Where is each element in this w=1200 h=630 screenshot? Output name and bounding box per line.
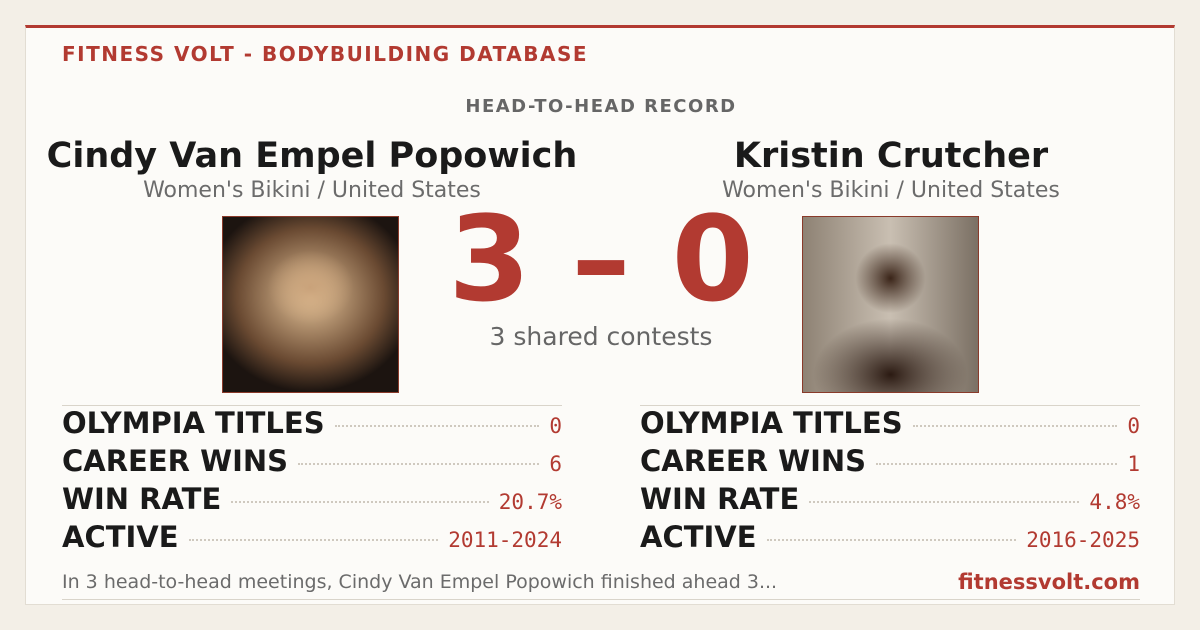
stat-label: CAREER WINS <box>62 444 289 478</box>
footer: In 3 head-to-head meetings, Cindy Van Em… <box>62 564 1140 600</box>
stat-value: 0 <box>1127 414 1140 438</box>
stat-row: CAREER WINS 6 <box>62 444 562 482</box>
stat-row: CAREER WINS 1 <box>640 444 1140 482</box>
stat-value: 4.8% <box>1089 490 1140 514</box>
stat-row: WIN RATE 20.7% <box>62 482 562 520</box>
leader-dots <box>231 501 489 503</box>
stat-value: 2011-2024 <box>448 528 562 552</box>
athlete-photo <box>802 216 979 393</box>
stat-value: 0 <box>549 414 562 438</box>
stat-label: CAREER WINS <box>640 444 867 478</box>
stat-row: ACTIVE 2011-2024 <box>62 520 562 558</box>
leader-dots <box>334 425 540 427</box>
site-link[interactable]: fitnessvolt.com <box>958 569 1140 594</box>
card: FITNESS VOLT - BODYBUILDING DATABASE HEA… <box>25 25 1175 605</box>
athlete-photo <box>222 216 399 393</box>
score: 3 – 0 <box>448 190 754 328</box>
stats-table: OLYMPIA TITLES 0 CAREER WINS 6 WIN RATE 20.7%… <box>62 405 562 558</box>
leader-dots <box>912 425 1118 427</box>
athlete-division: Women's Bikini / United States <box>143 178 481 203</box>
stat-label: WIN RATE <box>62 482 222 516</box>
stat-value: 20.7% <box>498 490 562 514</box>
leader-dots <box>766 539 1017 541</box>
leader-dots <box>188 539 439 541</box>
section-title: HEAD-TO-HEAD RECORD <box>465 96 737 117</box>
shared-contests: 3 shared contests <box>489 322 713 351</box>
stat-row: OLYMPIA TITLES 0 <box>640 406 1140 444</box>
stats-table: OLYMPIA TITLES 0 CAREER WINS 1 WIN RATE 4.8% A… <box>640 405 1140 558</box>
stat-value: 2016-2025 <box>1026 528 1140 552</box>
stat-value: 1 <box>1127 452 1140 476</box>
stat-row: ACTIVE 2016-2025 <box>640 520 1140 558</box>
athlete-name: Kristin Crutcher <box>733 136 1049 176</box>
leader-dots <box>298 463 540 465</box>
stat-row: OLYMPIA TITLES 0 <box>62 406 562 444</box>
stat-label: ACTIVE <box>62 520 179 554</box>
stat-label: ACTIVE <box>640 520 757 554</box>
stat-row: WIN RATE 4.8% <box>640 482 1140 520</box>
stat-label: OLYMPIA TITLES <box>640 406 903 440</box>
stat-label: WIN RATE <box>640 482 800 516</box>
athlete-division: Women's Bikini / United States <box>722 178 1060 203</box>
leader-dots <box>809 501 1080 503</box>
summary: In 3 head-to-head meetings, Cindy Van Em… <box>62 570 778 593</box>
leader-dots <box>876 463 1118 465</box>
athlete-name: Cindy Van Empel Popowich <box>46 136 578 176</box>
stat-label: OLYMPIA TITLES <box>62 406 325 440</box>
brand: FITNESS VOLT - BODYBUILDING DATABASE <box>62 42 589 66</box>
stat-value: 6 <box>549 452 562 476</box>
